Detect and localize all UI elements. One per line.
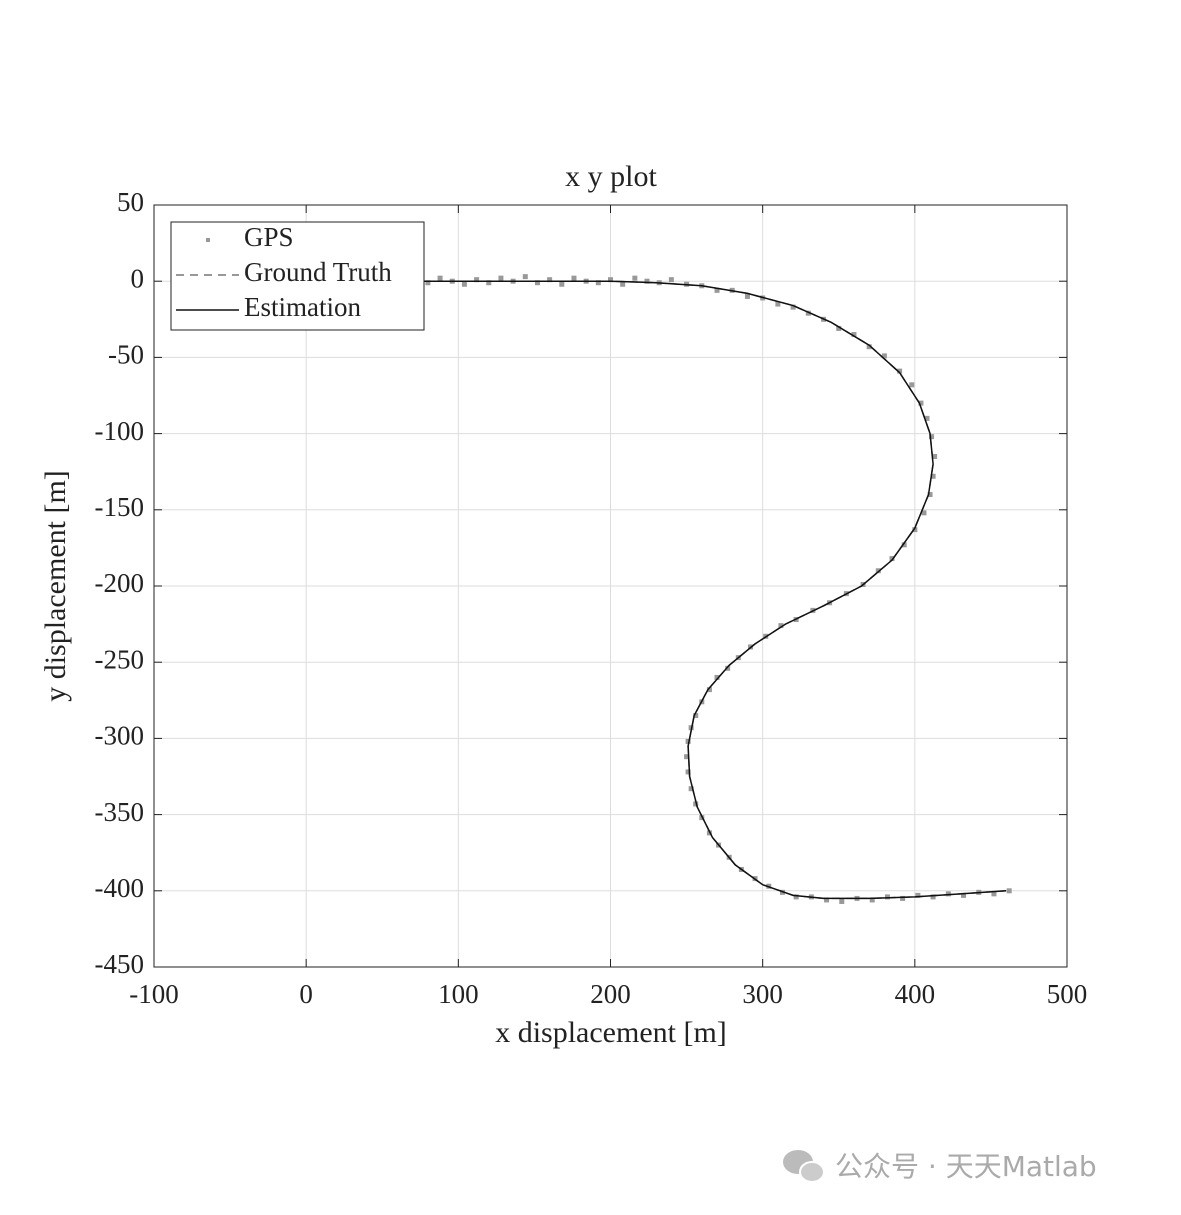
gps-point xyxy=(901,542,907,548)
gps-point xyxy=(474,277,480,283)
y-tick-label: -200 xyxy=(95,568,145,598)
gps-point xyxy=(534,280,540,286)
gps-point xyxy=(486,280,492,286)
gps-point xyxy=(918,400,924,406)
legend-label: GPS xyxy=(244,222,294,252)
y-tick-label: -250 xyxy=(95,644,145,674)
gps-point xyxy=(961,892,967,898)
gps-point xyxy=(684,754,690,760)
plot-area xyxy=(413,274,1012,904)
x-axis-label: x displacement [m] xyxy=(495,1016,727,1049)
gps-point xyxy=(839,898,845,904)
y-axis-label: y displacement [m] xyxy=(39,470,72,702)
gps-point xyxy=(921,510,927,516)
y-tick-label: -150 xyxy=(95,492,145,522)
series-line xyxy=(420,280,1007,900)
gps-point xyxy=(932,453,938,459)
legend: GPS Ground Truth Estimation xyxy=(170,221,425,331)
gps-point xyxy=(595,280,601,286)
gps-point xyxy=(836,325,842,331)
gps-point xyxy=(930,894,936,900)
gps-point xyxy=(461,281,467,287)
y-tick-label: -350 xyxy=(95,797,145,827)
legend-label: Estimation xyxy=(244,292,361,322)
gps-point xyxy=(498,275,504,281)
gps-point xyxy=(790,304,796,310)
gps-point xyxy=(685,738,691,744)
gps-point xyxy=(571,275,577,281)
gps-point xyxy=(437,275,443,281)
gps-point xyxy=(945,891,951,897)
gps-point xyxy=(668,277,674,283)
legend-label: Ground Truth xyxy=(244,257,392,287)
gps-point xyxy=(744,293,750,299)
gps-point xyxy=(912,527,918,533)
legend-marker xyxy=(206,238,210,242)
gps-point xyxy=(991,891,997,897)
gps-point xyxy=(924,415,930,421)
y-tick-label: -100 xyxy=(95,416,145,446)
gps-point xyxy=(559,281,565,287)
gps-point xyxy=(778,623,784,629)
gps-point xyxy=(547,277,553,283)
chart-title: x y plot xyxy=(565,160,657,193)
gps-point xyxy=(927,492,933,498)
watermark-icon xyxy=(799,1161,825,1183)
y-tick-label: -450 xyxy=(95,949,145,979)
gps-point xyxy=(725,665,731,671)
gps-point xyxy=(714,674,720,680)
x-tick-label: 200 xyxy=(590,979,631,1009)
gps-point xyxy=(889,556,895,562)
legend-box xyxy=(170,221,425,331)
gps-point xyxy=(632,275,638,281)
gps-point xyxy=(714,287,720,293)
x-tick-label: 500 xyxy=(1047,979,1088,1009)
watermark: 公众号 · 天天Matlab xyxy=(783,1150,1097,1183)
gps-point xyxy=(693,713,699,719)
gps-point xyxy=(930,473,936,479)
y-tick-label: -50 xyxy=(108,340,144,370)
gps-point xyxy=(900,895,906,901)
gps-point xyxy=(522,274,528,280)
gps-point xyxy=(805,310,811,316)
y-tick-label: 0 xyxy=(131,263,145,293)
gps-point xyxy=(866,344,872,350)
y-tick-label: -400 xyxy=(95,873,145,903)
gps-point xyxy=(775,301,781,307)
x-tick-label: 0 xyxy=(299,979,313,1009)
gps-point xyxy=(897,368,903,374)
gps-point xyxy=(875,568,881,574)
gps-point xyxy=(824,897,830,903)
gps-point xyxy=(425,280,431,286)
y-tick-label: 50 xyxy=(117,187,144,217)
gps-point xyxy=(851,332,857,338)
gps-point xyxy=(644,278,650,284)
gps-point xyxy=(620,281,626,287)
gps-point xyxy=(685,769,691,775)
gps-point xyxy=(793,894,799,900)
gps-point xyxy=(884,894,890,900)
x-tick-label: 300 xyxy=(742,979,783,1009)
gps-point xyxy=(929,434,935,440)
gps-point xyxy=(688,786,694,792)
x-tick-label: 100 xyxy=(438,979,479,1009)
x-tick-label: 400 xyxy=(895,979,936,1009)
gps-point xyxy=(1006,888,1012,894)
gps-point xyxy=(915,892,921,898)
x-tick-label: -100 xyxy=(129,979,179,1009)
watermark-text: 公众号 · 天天Matlab xyxy=(835,1150,1097,1183)
gps-point xyxy=(869,897,875,903)
gps-point xyxy=(706,687,712,693)
gps-point xyxy=(608,277,613,283)
gps-point xyxy=(881,353,887,359)
y-tick-label: -300 xyxy=(95,721,145,751)
gps-point xyxy=(909,382,915,388)
